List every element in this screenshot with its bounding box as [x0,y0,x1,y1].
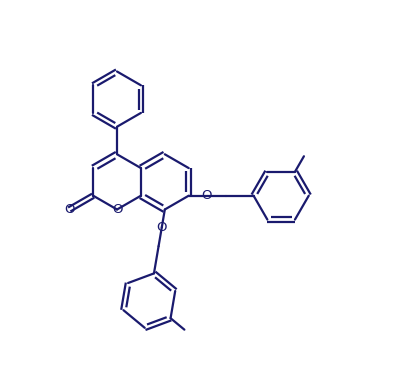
Text: O: O [156,221,167,234]
Text: O: O [201,189,212,202]
Text: O: O [112,203,122,216]
Text: O: O [64,203,75,216]
